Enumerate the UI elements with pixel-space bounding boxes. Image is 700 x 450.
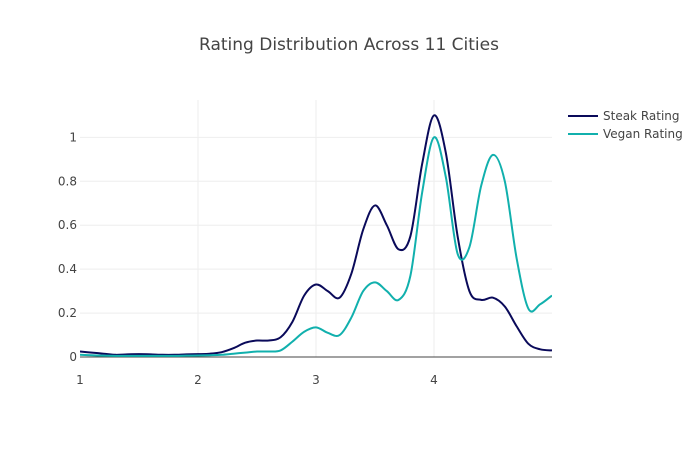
legend: Steak Rating Vegan Rating [568, 109, 683, 141]
axes: 1 2 3 4 0 0.2 0.4 0.6 0.8 1 [58, 130, 552, 387]
x-tick-label: 4 [430, 373, 438, 387]
series-line-steak-rating[interactable] [80, 114, 552, 356]
y-tick-label: 0.4 [58, 262, 77, 276]
series-lines [80, 114, 552, 357]
y-tick-label: 1 [69, 130, 77, 144]
legend-label-steak-rating[interactable]: Steak Rating [603, 109, 680, 123]
y-tick-label: 0.8 [58, 174, 77, 188]
legend-label-vegan-rating[interactable]: Vegan Rating [603, 127, 683, 141]
chart-title: Rating Distribution Across 11 Cities [199, 35, 499, 55]
x-tick-label: 2 [194, 373, 202, 387]
grid-lines [80, 100, 552, 357]
y-tick-label: 0.2 [58, 306, 77, 320]
y-tick-label: 0 [69, 350, 77, 364]
x-tick-label: 1 [76, 373, 84, 387]
y-tick-label: 0.6 [58, 218, 77, 232]
series-line-vegan-rating[interactable] [80, 136, 552, 357]
x-tick-label: 3 [312, 373, 320, 387]
